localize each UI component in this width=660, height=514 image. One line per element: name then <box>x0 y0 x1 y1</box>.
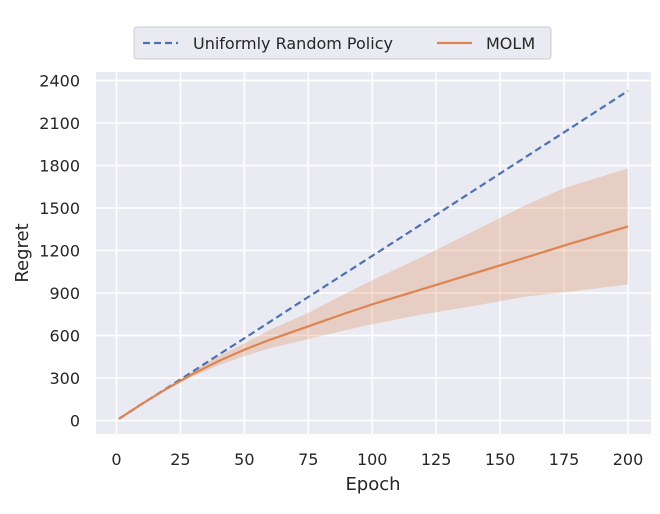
x-tick-label: 125 <box>421 450 452 469</box>
x-tick-labels: 0 25 50 75 100 125 150 175 200 <box>111 450 643 469</box>
y-tick-label: 0 <box>70 412 80 431</box>
x-tick-label: 100 <box>357 450 388 469</box>
x-tick-label: 200 <box>613 450 644 469</box>
x-tick-label: 175 <box>549 450 580 469</box>
y-tick-label: 1800 <box>39 157 80 176</box>
series-line-molm <box>118 225 629 420</box>
y-tick-labels: 0 300 600 900 1200 1500 1800 2100 2400 <box>39 72 80 431</box>
y-tick-label: 900 <box>49 284 80 303</box>
legend-label-uniform: Uniformly Random Policy <box>193 34 393 53</box>
x-tick-label: 75 <box>298 450 318 469</box>
x-axis-label: Epoch <box>345 474 400 495</box>
y-tick-label: 300 <box>49 369 80 388</box>
x-tick-label: 50 <box>234 450 254 469</box>
y-tick-label: 600 <box>49 327 80 346</box>
y-tick-label: 2400 <box>39 72 80 91</box>
legend-box <box>133 26 552 60</box>
y-tick-label: 1200 <box>39 242 80 261</box>
x-tick-label: 0 <box>111 450 121 469</box>
legend: Uniformly Random Policy MOLM <box>133 26 552 60</box>
series-layer <box>118 89 629 420</box>
y-tick-label: 1500 <box>39 199 80 218</box>
x-tick-label: 150 <box>485 450 516 469</box>
y-tick-label: 2100 <box>39 114 80 133</box>
y-axis-label: Regret <box>12 223 33 282</box>
confidence-band-layer <box>119 168 628 419</box>
legend-label-molm: MOLM <box>486 34 535 53</box>
molm-confidence-band <box>119 168 628 419</box>
x-tick-label: 25 <box>170 450 190 469</box>
series-line-uniform <box>118 89 629 420</box>
